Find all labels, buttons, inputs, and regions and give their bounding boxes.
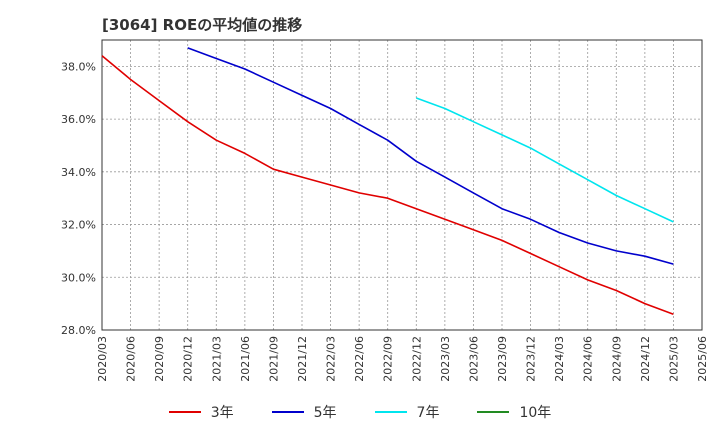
plot-frame (101, 39, 703, 331)
legend-swatch-5y (271, 411, 304, 413)
x-tick-label: 2025/06 (696, 336, 709, 382)
legend-label-7y: 7年 (416, 405, 440, 421)
x-tick-label: 2021/06 (239, 336, 252, 382)
series-line-1 (187, 47, 674, 265)
x-tick-label: 2024/06 (582, 336, 595, 382)
x-tick-label: 2021/03 (210, 336, 223, 382)
y-tick-label: 28.0% (61, 324, 96, 337)
legend-swatch-7y (374, 411, 407, 413)
x-tick-label: 2023/06 (467, 336, 480, 382)
legend-label-10y: 10年 (519, 405, 552, 421)
legend-item-3y: 3年 (168, 402, 234, 422)
x-tick-label: 2023/12 (525, 336, 538, 382)
legend-label-5y: 5年 (313, 405, 337, 421)
x-tick-label: 2023/09 (496, 336, 509, 382)
x-tick-label: 2024/09 (610, 336, 623, 382)
x-tick-label: 2022/06 (353, 336, 366, 382)
legend-item-10y: 10年 (477, 402, 551, 422)
x-tick-label: 2022/09 (382, 336, 395, 382)
x-tick-label: 2020/06 (125, 336, 138, 382)
series-line-0 (101, 55, 674, 315)
x-tick-label: 2024/03 (553, 336, 566, 382)
x-tick-label: 2020/12 (182, 336, 195, 382)
x-tick-label: 2025/03 (667, 336, 680, 382)
legend-item-7y: 7年 (374, 402, 440, 422)
x-tick-label: 2020/09 (153, 336, 166, 382)
y-tick-label: 30.0% (61, 271, 96, 284)
y-tick-label: 32.0% (61, 219, 96, 232)
legend: 3年 5年 7年 10年 (0, 402, 720, 422)
series-line-2 (416, 97, 674, 223)
x-tick-label: 2022/03 (325, 336, 338, 382)
x-tick-label: 2023/03 (439, 336, 452, 382)
y-tick-label: 38.0% (61, 60, 96, 73)
x-tick-label: 2021/09 (267, 336, 280, 382)
chart-title: [3064] ROEの平均値の推移 (102, 16, 303, 34)
x-tick-label: 2022/12 (410, 336, 423, 382)
y-tick-label: 36.0% (61, 113, 96, 126)
legend-swatch-3y (168, 411, 201, 413)
legend-label-3y: 3年 (210, 405, 234, 421)
y-tick-label: 34.0% (61, 166, 96, 179)
x-tick-label: 2021/12 (296, 336, 309, 382)
legend-item-5y: 5年 (271, 402, 337, 422)
legend-swatch-10y (477, 411, 510, 413)
x-tick-label: 2020/03 (96, 336, 109, 382)
x-tick-label: 2024/12 (639, 336, 652, 382)
